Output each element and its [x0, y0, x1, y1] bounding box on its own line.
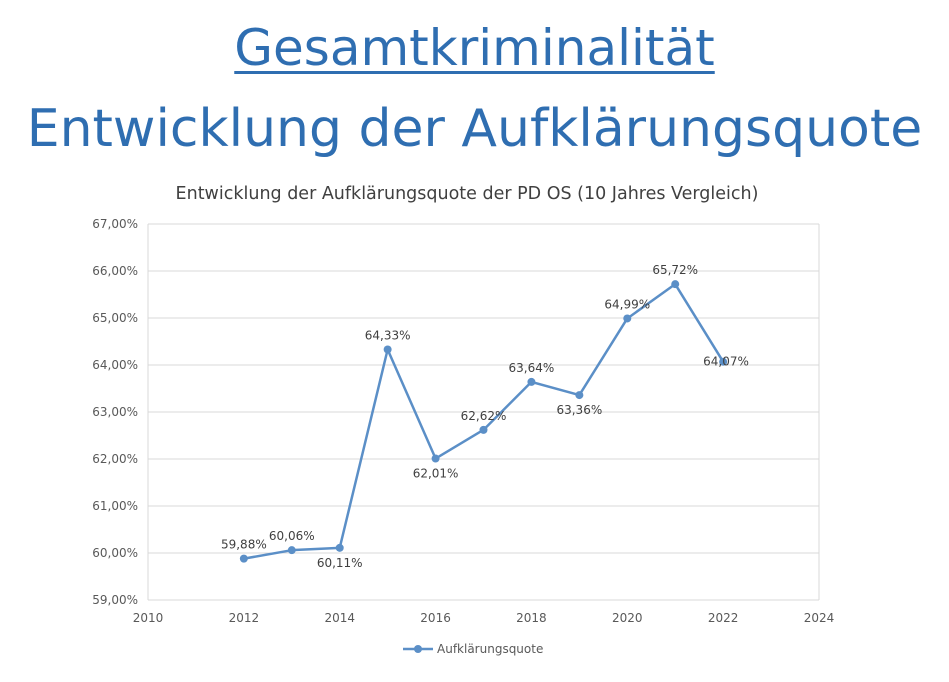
y-tick-label: 62,00% [92, 452, 138, 466]
slide-subtitle: Entwicklung der Aufklärungsquote [26, 99, 923, 159]
data-point [671, 280, 680, 289]
slide-title-text: Gesamtkriminalität [234, 19, 715, 77]
data-point [383, 345, 392, 354]
y-tick-label: 60,00% [92, 546, 138, 560]
data-label: 62,62% [461, 409, 507, 423]
x-tick-label: 2020 [612, 611, 643, 625]
legend-marker [414, 645, 422, 653]
x-tick-label: 2010 [133, 611, 164, 625]
x-tick-label: 2014 [324, 611, 355, 625]
chart-legend: Aufklärungsquote [403, 642, 543, 656]
y-tick-label: 59,00% [92, 593, 138, 607]
data-label: 60,06% [269, 529, 315, 543]
x-tick-label: 2012 [229, 611, 260, 625]
data-label: 63,64% [509, 361, 555, 375]
data-label: 62,01% [413, 467, 459, 481]
x-tick-label: 2024 [804, 611, 835, 625]
x-axis: 2010 2012 2014 2016 2018 2020 2022 2024 [133, 611, 835, 625]
data-point [287, 546, 296, 555]
y-tick-label: 65,00% [92, 311, 138, 325]
data-point [575, 391, 584, 400]
y-axis: 59,00% 60,00% 61,00% 62,00% 63,00% 64,00% 65,0… [92, 217, 138, 607]
chart-series [239, 280, 728, 563]
y-tick-label: 66,00% [92, 264, 138, 278]
x-tick-label: 2018 [516, 611, 547, 625]
data-point [479, 425, 488, 434]
data-point [623, 314, 632, 323]
data-label: 64,07% [703, 355, 749, 369]
data-point [527, 377, 536, 386]
y-tick-label: 61,00% [92, 499, 138, 513]
data-point [719, 357, 728, 366]
data-label: 63,36% [556, 403, 602, 417]
data-point [335, 543, 344, 552]
data-label: 64,99% [604, 297, 650, 311]
data-point [239, 554, 248, 563]
chart-title: Entwicklung der Aufklärungsquote der PD … [176, 184, 759, 204]
data-label: 60,11% [317, 556, 363, 570]
data-labels: 59,88%60,06%60,11% 64,33% 62,01% 62,62% 63,6… [221, 263, 749, 570]
data-label: 65,72% [652, 263, 698, 277]
data-label: 64,33% [365, 328, 411, 342]
data-point [431, 454, 440, 463]
x-tick-label: 2016 [420, 611, 451, 625]
line-chart: Entwicklung der Aufklärungsquote der PD … [92, 184, 835, 656]
slide-title: Gesamtkriminalität [0, 18, 949, 78]
y-tick-label: 67,00% [92, 217, 138, 231]
chart-gridlines [147, 223, 820, 601]
x-tick-label: 2022 [708, 611, 739, 625]
y-tick-label: 64,00% [92, 358, 138, 372]
y-tick-label: 63,00% [92, 405, 138, 419]
legend-label: Aufklärungsquote [437, 642, 543, 656]
data-label: 59,88% [221, 538, 267, 552]
